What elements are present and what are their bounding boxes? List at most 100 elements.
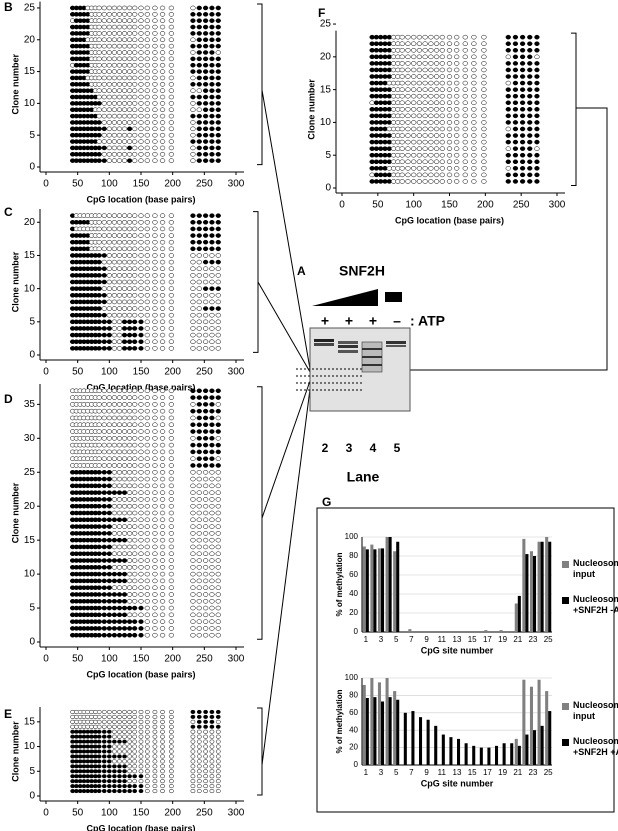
cpg-dot: [89, 749, 94, 754]
cpg-dot: [168, 598, 175, 604]
cpg-dot: [96, 233, 102, 238]
cpg-dot: [190, 592, 196, 597]
cpg-dot: [138, 524, 144, 529]
cpg-dot: [85, 769, 91, 774]
cpg-dot: [96, 346, 102, 351]
cpg-dot: [89, 764, 94, 769]
cpg-dot: [106, 312, 112, 318]
cpg-dot: [127, 754, 132, 759]
y-tick-label: 35: [24, 399, 36, 410]
cpg-dot: [96, 69, 102, 74]
cpg-dot: [439, 166, 445, 171]
cpg-dot: [152, 12, 158, 17]
cpg-dot: [145, 709, 150, 714]
cpg-dot: [138, 784, 144, 789]
cpg-dot: [512, 93, 519, 99]
cpg-dot: [144, 456, 150, 461]
cpg-dot: [422, 67, 428, 73]
cpg-dot: [462, 47, 468, 53]
cpg-dot: [132, 24, 138, 30]
cpg-dot: [215, 145, 221, 151]
cpg-dot: [138, 517, 144, 523]
cpg-dot: [168, 442, 175, 448]
legend-swatch: [562, 597, 569, 604]
cpg-dot: [138, 483, 144, 489]
atp-sign: +: [345, 313, 353, 329]
y-axis-title: % of methylation: [335, 689, 344, 753]
panel-letter: G: [322, 495, 331, 509]
cpg-dot: [96, 779, 102, 784]
cpg-dot: [121, 158, 128, 163]
cpg-dot: [111, 50, 118, 55]
cpg-dot: [209, 739, 215, 744]
cpg-dot: [144, 483, 150, 489]
cpg-dot: [505, 80, 511, 86]
cpg-dot: [132, 50, 138, 55]
cpg-dot: [422, 133, 428, 138]
cpg-dot: [81, 739, 87, 744]
cpg-dot: [116, 312, 123, 318]
cpg-dot: [215, 332, 221, 338]
cpg-dot: [411, 87, 417, 92]
cpg-dot: [132, 612, 138, 618]
cpg-dot: [505, 152, 511, 158]
bar: [381, 548, 385, 632]
cpg-dot: [422, 120, 428, 125]
x-tick-label: 23: [529, 768, 538, 777]
cpg-dot: [132, 714, 137, 719]
cpg-dot: [446, 146, 453, 151]
cpg-dot: [116, 510, 123, 516]
cpg-dot: [93, 719, 98, 724]
cpg-dot: [96, 592, 102, 597]
cpg-dot: [138, 62, 144, 68]
cpg-dot: [215, 246, 221, 252]
cpg-dot: [152, 219, 158, 225]
cpg-dot: [209, 233, 215, 238]
cpg-dot: [190, 253, 196, 258]
cpg-dot: [144, 463, 150, 468]
cpg-dot: [96, 88, 102, 93]
cpg-dot: [111, 585, 118, 590]
cpg-dot: [152, 326, 158, 331]
cpg-dot: [428, 126, 434, 132]
cpg-dot: [117, 784, 122, 789]
cpg-dot: [159, 82, 166, 87]
cpg-dot: [169, 734, 174, 739]
cpg-dot: [411, 100, 417, 106]
cpg-dot: [77, 724, 83, 729]
cpg-dot: [101, 551, 107, 557]
cpg-dot: [144, 476, 150, 482]
cpg-dot: [196, 120, 202, 125]
cpg-dot: [168, 5, 175, 11]
cpg-dot: [138, 605, 144, 611]
cpg-dot: [101, 612, 107, 618]
cpg-dot: [126, 626, 133, 631]
cpg-dot: [209, 449, 215, 455]
cpg-dot: [107, 769, 112, 774]
cpg-dot: [126, 107, 133, 113]
cpg-dot: [106, 31, 112, 36]
cpg-dot: [439, 107, 445, 112]
cpg-dot: [202, 219, 209, 225]
cpg-dot: [132, 774, 137, 779]
cpg-dot: [121, 286, 128, 291]
cpg-dot: [209, 402, 215, 407]
cpg-dot: [159, 503, 166, 509]
cpg-dot: [112, 769, 117, 774]
cpg-dot: [196, 339, 202, 345]
cpg-dot: [534, 93, 540, 99]
cpg-dot: [433, 126, 440, 132]
cpg-dot: [168, 69, 175, 74]
cpg-dot: [203, 734, 208, 739]
cpg-dot: [116, 18, 123, 23]
cpg-dot: [190, 571, 196, 577]
cpg-dot: [202, 497, 209, 502]
cpg-dot: [481, 107, 487, 112]
cpg-dot: [446, 107, 453, 112]
cpg-dot: [101, 239, 107, 245]
bar: [393, 551, 397, 632]
cpg-dot: [399, 34, 405, 40]
cpg-dot: [70, 789, 75, 794]
cpg-dot: [505, 120, 511, 125]
cpg-dot: [81, 789, 87, 794]
